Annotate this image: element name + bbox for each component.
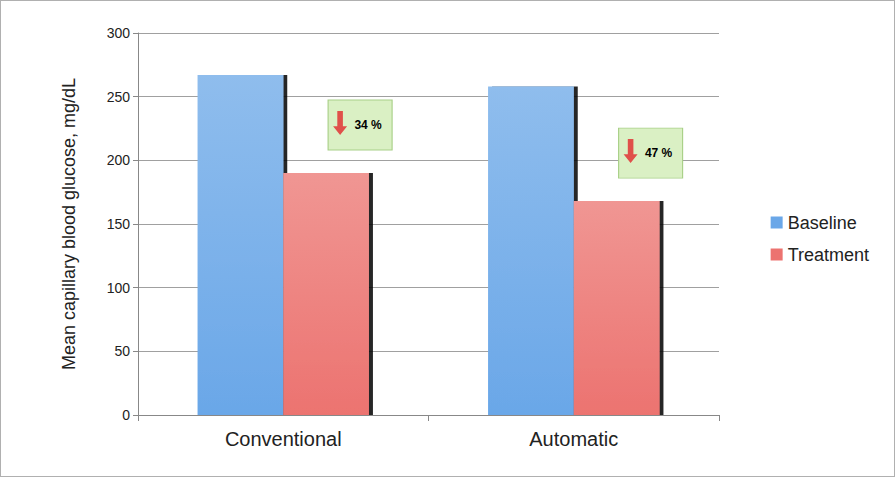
svg-text:Baseline: Baseline xyxy=(788,213,857,233)
svg-text:Mean capillary blood glucose,: Mean capillary blood glucose, mg/dL xyxy=(59,78,79,370)
svg-text:34 %: 34 % xyxy=(354,118,382,132)
svg-text:47 %: 47 % xyxy=(645,146,673,160)
svg-text:Automatic: Automatic xyxy=(529,428,618,450)
svg-text:50: 50 xyxy=(114,343,130,359)
svg-text:300: 300 xyxy=(107,25,131,41)
svg-text:Conventional: Conventional xyxy=(225,428,342,450)
svg-text:100: 100 xyxy=(107,280,131,296)
svg-text:0: 0 xyxy=(122,407,130,423)
svg-text:Treatment: Treatment xyxy=(788,245,869,265)
svg-text:150: 150 xyxy=(107,216,131,232)
svg-text:250: 250 xyxy=(107,89,131,105)
svg-text:200: 200 xyxy=(107,152,131,168)
